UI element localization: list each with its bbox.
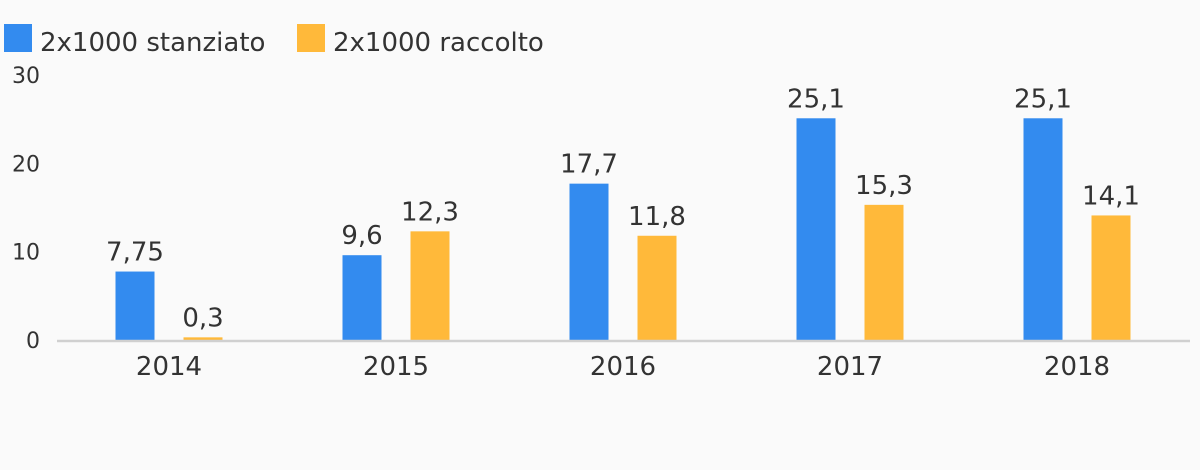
data-label-2x1000-raccolto-2014: 0,3 [182, 303, 223, 333]
y-tick-label-10: 10 [12, 241, 40, 266]
data-label-2x1000-raccolto-2015: 12,3 [401, 197, 459, 227]
bar-2x1000-raccolto-2015 [410, 231, 450, 340]
data-label-2x1000-raccolto-2017: 15,3 [855, 171, 913, 201]
legend-label-2x1000-raccolto: 2x1000 raccolto [333, 28, 544, 58]
bar-2x1000-raccolto-2016 [637, 235, 677, 340]
data-label-2x1000-raccolto-2016: 11,8 [628, 202, 686, 232]
y-tick-label-0: 0 [26, 329, 40, 354]
bar-2x1000-raccolto-2014 [183, 337, 223, 340]
legend: 2x1000 stanziato 2x1000 raccolto [4, 24, 544, 58]
x-tick-label-2014: 2014 [136, 352, 202, 382]
bar-2x1000-raccolto-2017 [864, 204, 904, 340]
data-label-2x1000-stanziato-2015: 9,6 [341, 221, 382, 251]
x-tick-label-2015: 2015 [363, 352, 429, 382]
legend-swatch-2x1000-stanziato [4, 24, 32, 52]
data-label-2x1000-stanziato-2014: 7,75 [106, 238, 164, 268]
bar-2x1000-stanziato-2016 [569, 183, 609, 340]
bar-2x1000-raccolto-2018 [1091, 215, 1131, 340]
legend-label-2x1000-stanziato: 2x1000 stanziato [40, 28, 265, 58]
x-tick-label-2017: 2017 [817, 352, 883, 382]
bars [115, 118, 1131, 341]
bar-2x1000-stanziato-2017 [796, 118, 836, 341]
x-tick-label-2018: 2018 [1044, 352, 1110, 382]
data-label-2x1000-stanziato-2016: 17,7 [560, 150, 618, 180]
x-axis: 2014 2015 2016 2017 2018 [136, 352, 1110, 382]
data-label-2x1000-raccolto-2018: 14,1 [1082, 181, 1140, 211]
bar-2x1000-stanziato-2015 [342, 255, 382, 340]
x-tick-label-2016: 2016 [590, 352, 656, 382]
bar-2x1000-stanziato-2018 [1023, 118, 1063, 341]
y-axis: 0 10 20 30 [12, 64, 40, 354]
y-tick-label-20: 20 [12, 152, 40, 177]
bar-2x1000-stanziato-2014 [115, 271, 155, 340]
data-labels: 7,75 0,3 9,6 12,3 17,7 11,8 25,1 15,3 25,1 14,1 [106, 84, 1140, 333]
data-label-2x1000-stanziato-2018: 25,1 [1014, 84, 1072, 114]
legend-swatch-2x1000-raccolto [297, 24, 325, 52]
y-tick-label-30: 30 [12, 64, 40, 89]
data-label-2x1000-stanziato-2017: 25,1 [787, 84, 845, 114]
